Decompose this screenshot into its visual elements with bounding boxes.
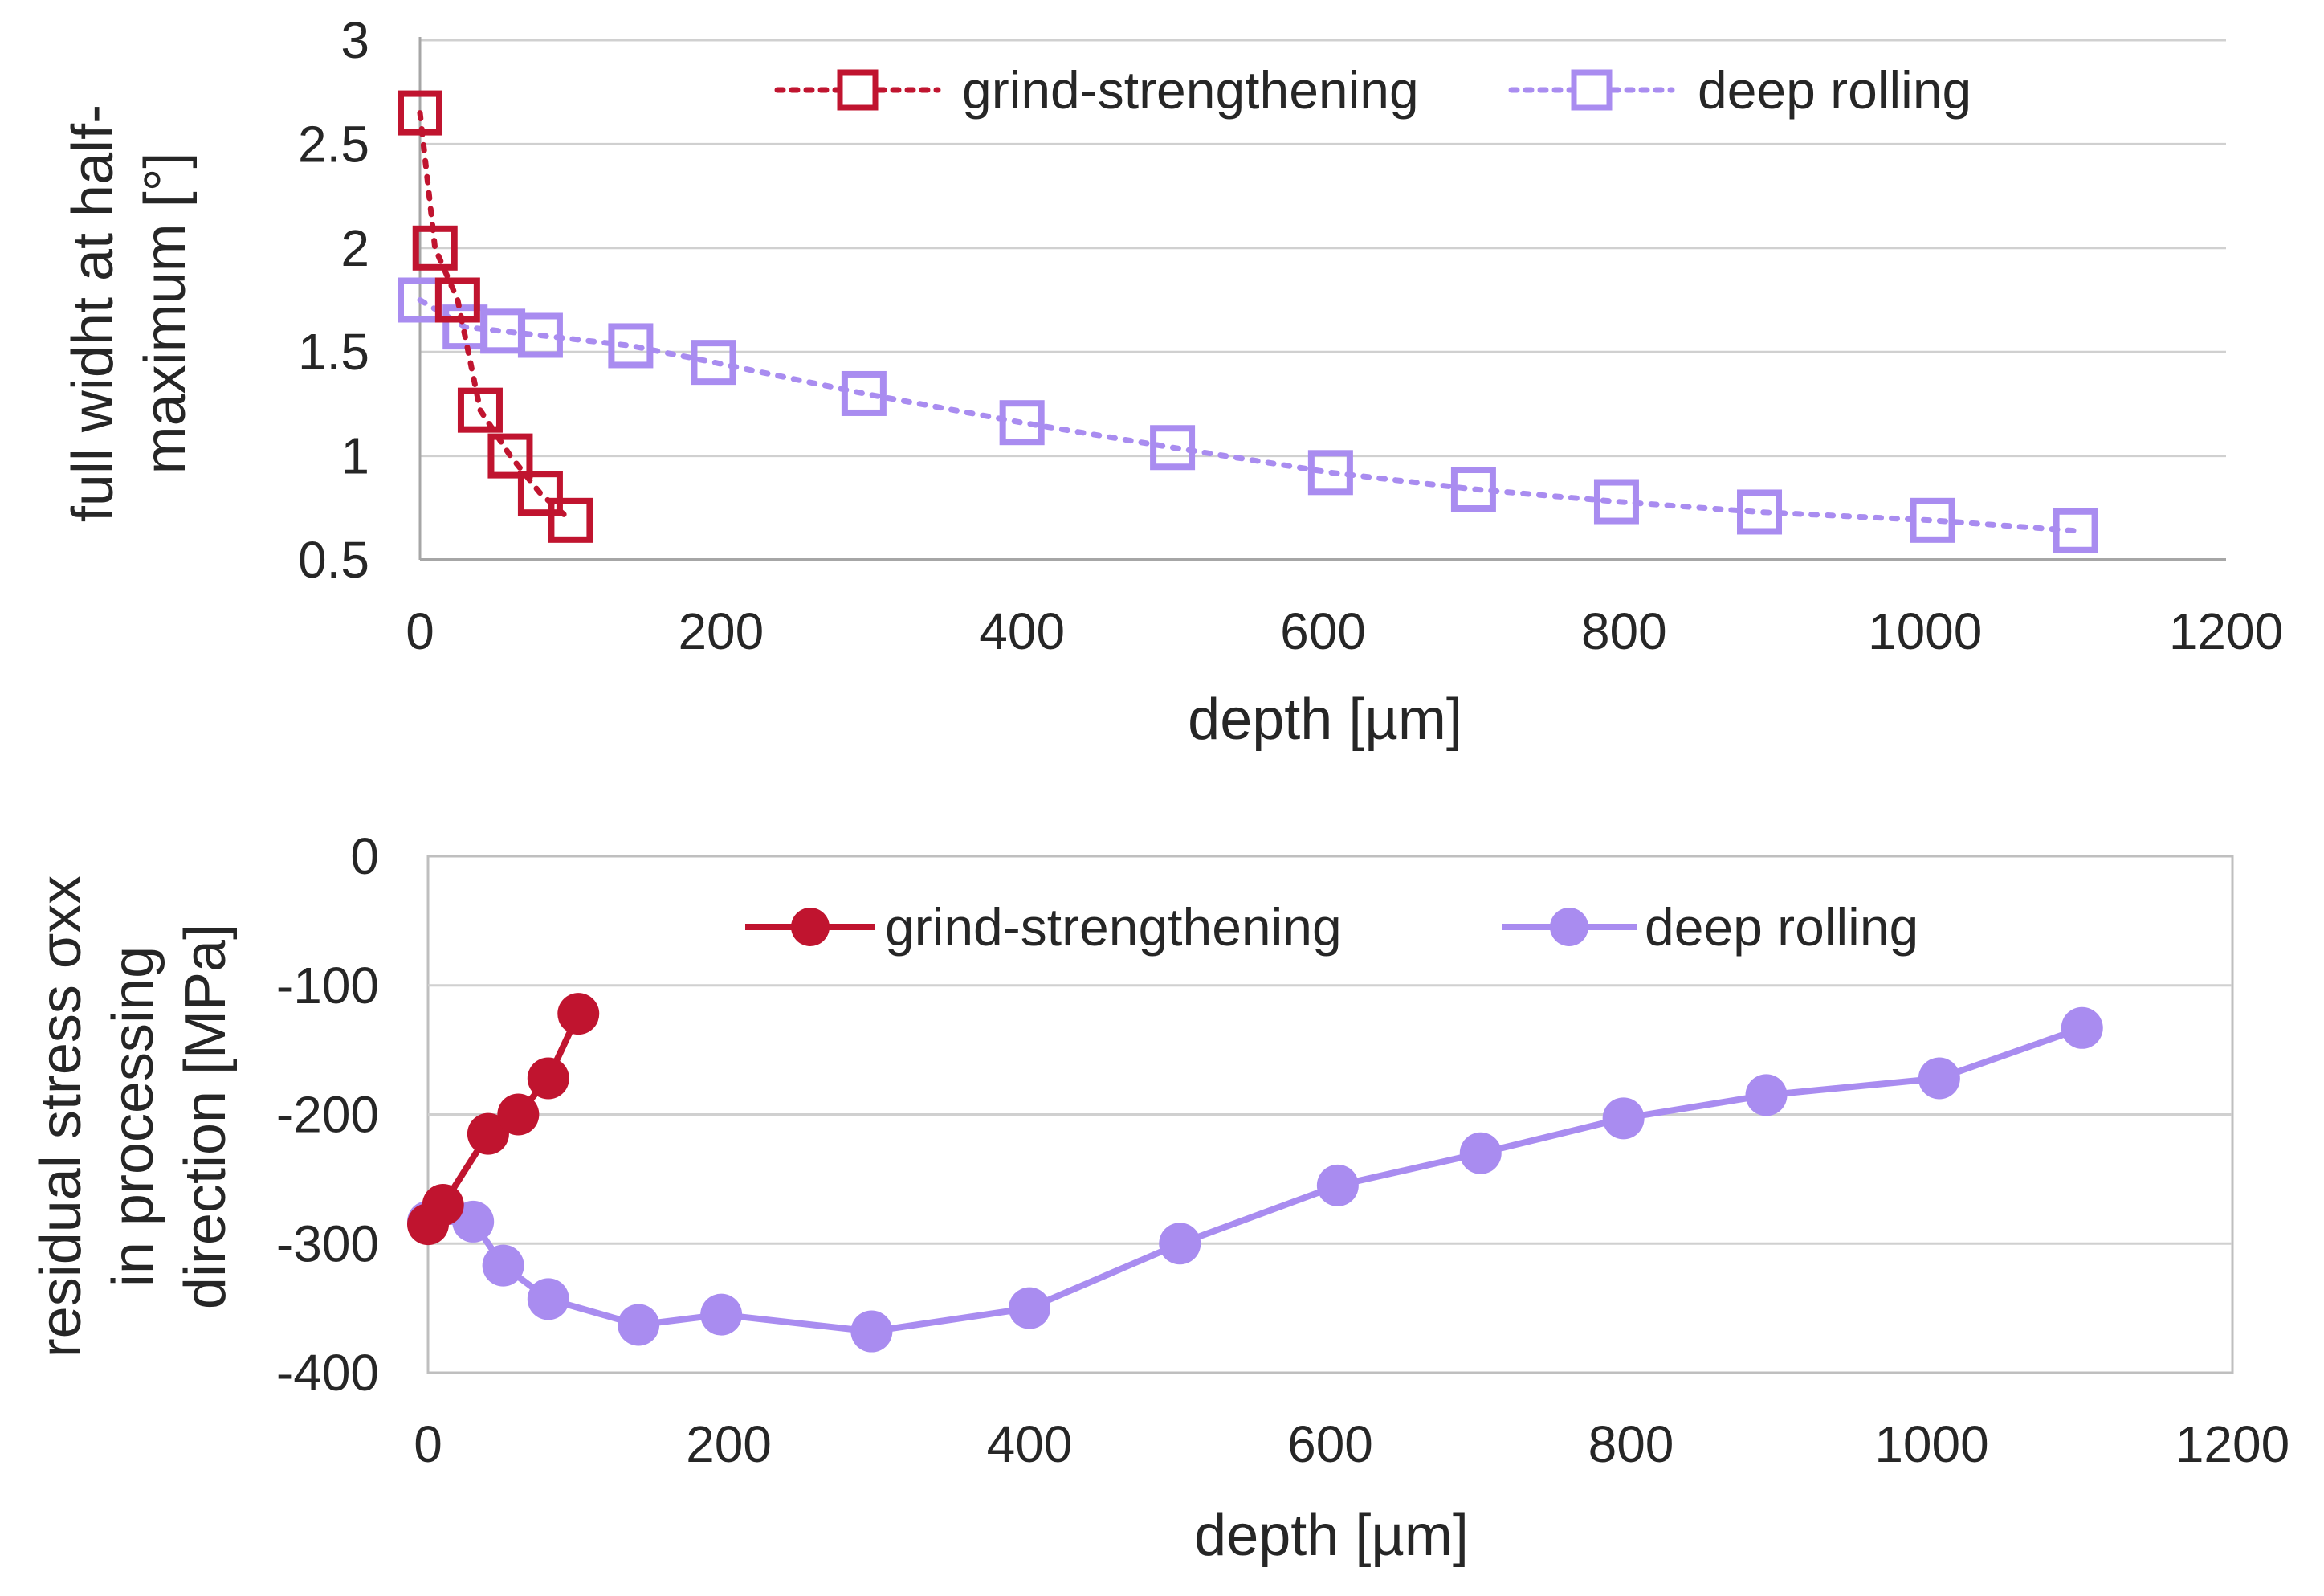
chart-fwhm-y-tick-label: 2.5 [298, 115, 369, 173]
data-point-deep-rolling [1150, 425, 1196, 471]
data-point-grind-strengthening [422, 1184, 464, 1227]
chart-stress-y-tick-label: -300 [276, 1214, 379, 1272]
data-point-deep-rolling [691, 340, 736, 386]
chart-stress-x-tick-label: 200 [686, 1415, 772, 1473]
data-point-deep-rolling [2053, 508, 2098, 553]
chart-stress-y-tick-label: -400 [276, 1344, 379, 1402]
data-point-grind-strengthening [412, 225, 458, 271]
chart-fwhm-y-tick-label: 1 [340, 427, 369, 485]
data-point-deep-rolling [1737, 489, 1783, 535]
data-point-deep-rolling [618, 1304, 660, 1346]
series-line-deep-rolling [428, 1025, 2084, 1335]
legend-grind-strengthening-label-2: grind-strengthening [885, 897, 1342, 957]
data-point-deep-rolling [2061, 1006, 2103, 1049]
series-deep-rolling [407, 1006, 2103, 1353]
data-point-deep-rolling [1307, 450, 1353, 496]
chart-stress-y-tick-label: -200 [276, 1086, 379, 1144]
chart-fwhm-x-tick-label: 200 [678, 602, 764, 660]
data-point-deep-rolling [1910, 497, 1955, 543]
data-point-grind-strengthening [497, 1093, 540, 1136]
chart-fwhm-x-tick-label: 400 [979, 602, 1065, 660]
chart-stress-y-tick-label: -100 [276, 957, 379, 1014]
chart-fwhm-x-tick-label: 600 [1280, 602, 1366, 660]
data-point-grind-strengthening [517, 471, 563, 516]
chart-stress-x-tick-label: 1200 [2175, 1415, 2289, 1473]
data-point-deep-rolling [1316, 1164, 1359, 1206]
chart-stress-x-axis-title: depth [µm] [1194, 1504, 1469, 1568]
legend-grind-strengthening-key [774, 69, 941, 111]
series-deep-rolling [398, 277, 2098, 553]
chart-stress-y-axis-title-line3: direction [MPa] [173, 924, 238, 1309]
chart-fwhm-y-axis-title-line2: maximum [°] [133, 153, 198, 475]
chart-fwhm-x-tick-label: 0 [406, 602, 434, 660]
legend-deep-rolling-label: deep rolling [1698, 60, 1971, 120]
data-point-deep-rolling [1159, 1223, 1201, 1265]
chart-stress-x-tick-label: 600 [1287, 1415, 1373, 1473]
legend-grind-strengthening-key-2 [745, 908, 875, 946]
data-point-grind-strengthening [398, 90, 442, 136]
chart-fwhm-y-tick-label: 2 [340, 219, 369, 277]
chart-stress-y-axis-title-line1: residual stress σxx [29, 876, 93, 1358]
data-point-deep-rolling [999, 400, 1045, 446]
data-point-grind-strengthening [548, 497, 593, 543]
series-line-deep-rolling [417, 297, 2079, 534]
chart-stress-x-tick-label: 800 [1588, 1415, 1674, 1473]
legend-grind-strengthening-label: grind-strengthening [962, 60, 1419, 120]
legend-deep-rolling-label-2: deep rolling [1645, 897, 1918, 957]
chart-fwhm-y-tick-label: 1.5 [298, 323, 369, 381]
data-point-grind-strengthening [557, 993, 600, 1035]
chart-stress-x-tick-label: 0 [414, 1415, 442, 1473]
data-point-grind-strengthening [467, 1112, 509, 1155]
chart-fwhm-x-axis-title: depth [µm] [1188, 688, 1462, 752]
data-point-deep-rolling [527, 1278, 569, 1320]
chart-residual-stress: -400-300-200-1000 0 200 400 600 800 1000 1200 … [29, 827, 2289, 1568]
chart-stress-x-tick-label: 400 [987, 1415, 1073, 1473]
chart-stress-x-tick-label: 1000 [1874, 1415, 1988, 1473]
data-point-deep-rolling [1593, 479, 1639, 525]
legend-deep-rolling-key [1508, 69, 1675, 111]
chart-fwhm-x-tick-label: 800 [1581, 602, 1667, 660]
chart-fwhm-y-axis-title-line1: full widht at half- [61, 104, 125, 522]
data-point-grind-strengthening [457, 387, 503, 433]
chart-fwhm-y-tick-label: 3 [340, 11, 369, 69]
data-point-deep-rolling [608, 323, 654, 369]
data-point-deep-rolling [517, 312, 563, 358]
data-point-deep-rolling [850, 1310, 893, 1353]
series-line-grind-strengthening [417, 110, 573, 524]
data-point-grind-strengthening [527, 1057, 569, 1100]
series-grind-strengthening [407, 993, 600, 1246]
data-point-deep-rolling [1450, 467, 1496, 512]
series-grind-strengthening [398, 90, 593, 543]
chart-fwhm-y-ticks: 0.5 1 1.5 2 2.5 3 [298, 11, 369, 589]
chart-stress-legend: grind-strengthening deep rolling [745, 897, 1918, 957]
chart-stress-y-axis-title-line2: in processing [101, 946, 165, 1287]
legend-deep-rolling-key-2 [1502, 908, 1637, 946]
chart-fwhm-legend: grind-strengthening deep rolling [774, 60, 1971, 120]
data-point-grind-strengthening [434, 277, 480, 323]
chart-stress-y-ticks: -400 -300 -200 -100 0 [276, 827, 379, 1402]
data-point-deep-rolling [700, 1293, 743, 1336]
data-point-deep-rolling [482, 1244, 524, 1287]
data-point-deep-rolling [841, 370, 887, 416]
chart-stress-y-tick-label: 0 [350, 827, 379, 885]
chart-fwhm-x-tick-label: 1000 [1868, 602, 1982, 660]
data-point-deep-rolling [1918, 1057, 1960, 1100]
chart-fwhm-series [398, 90, 2098, 553]
data-point-deep-rolling [1009, 1287, 1050, 1329]
chart-stress-series [407, 993, 2103, 1353]
chart-stress-gridlines [428, 984, 2232, 1245]
chart-fwhm-gridlines [418, 37, 2226, 561]
data-point-grind-strengthening [487, 433, 533, 479]
chart-fwhm: 0.5 1 1.5 2 2.5 3 0 200 400 600 800 1000 1200 depth… [61, 11, 2283, 752]
data-point-deep-rolling [1459, 1132, 1502, 1174]
data-point-deep-rolling [1602, 1097, 1645, 1140]
chart-stress-x-ticks: 0 200 400 600 800 1000 1200 [414, 1415, 2289, 1473]
chart-fwhm-x-ticks: 0 200 400 600 800 1000 1200 [406, 602, 2283, 660]
chart-fwhm-y-tick-label: 0.5 [298, 531, 369, 589]
data-point-deep-rolling [1745, 1074, 1788, 1116]
chart-fwhm-x-tick-label: 1200 [2169, 602, 2283, 660]
